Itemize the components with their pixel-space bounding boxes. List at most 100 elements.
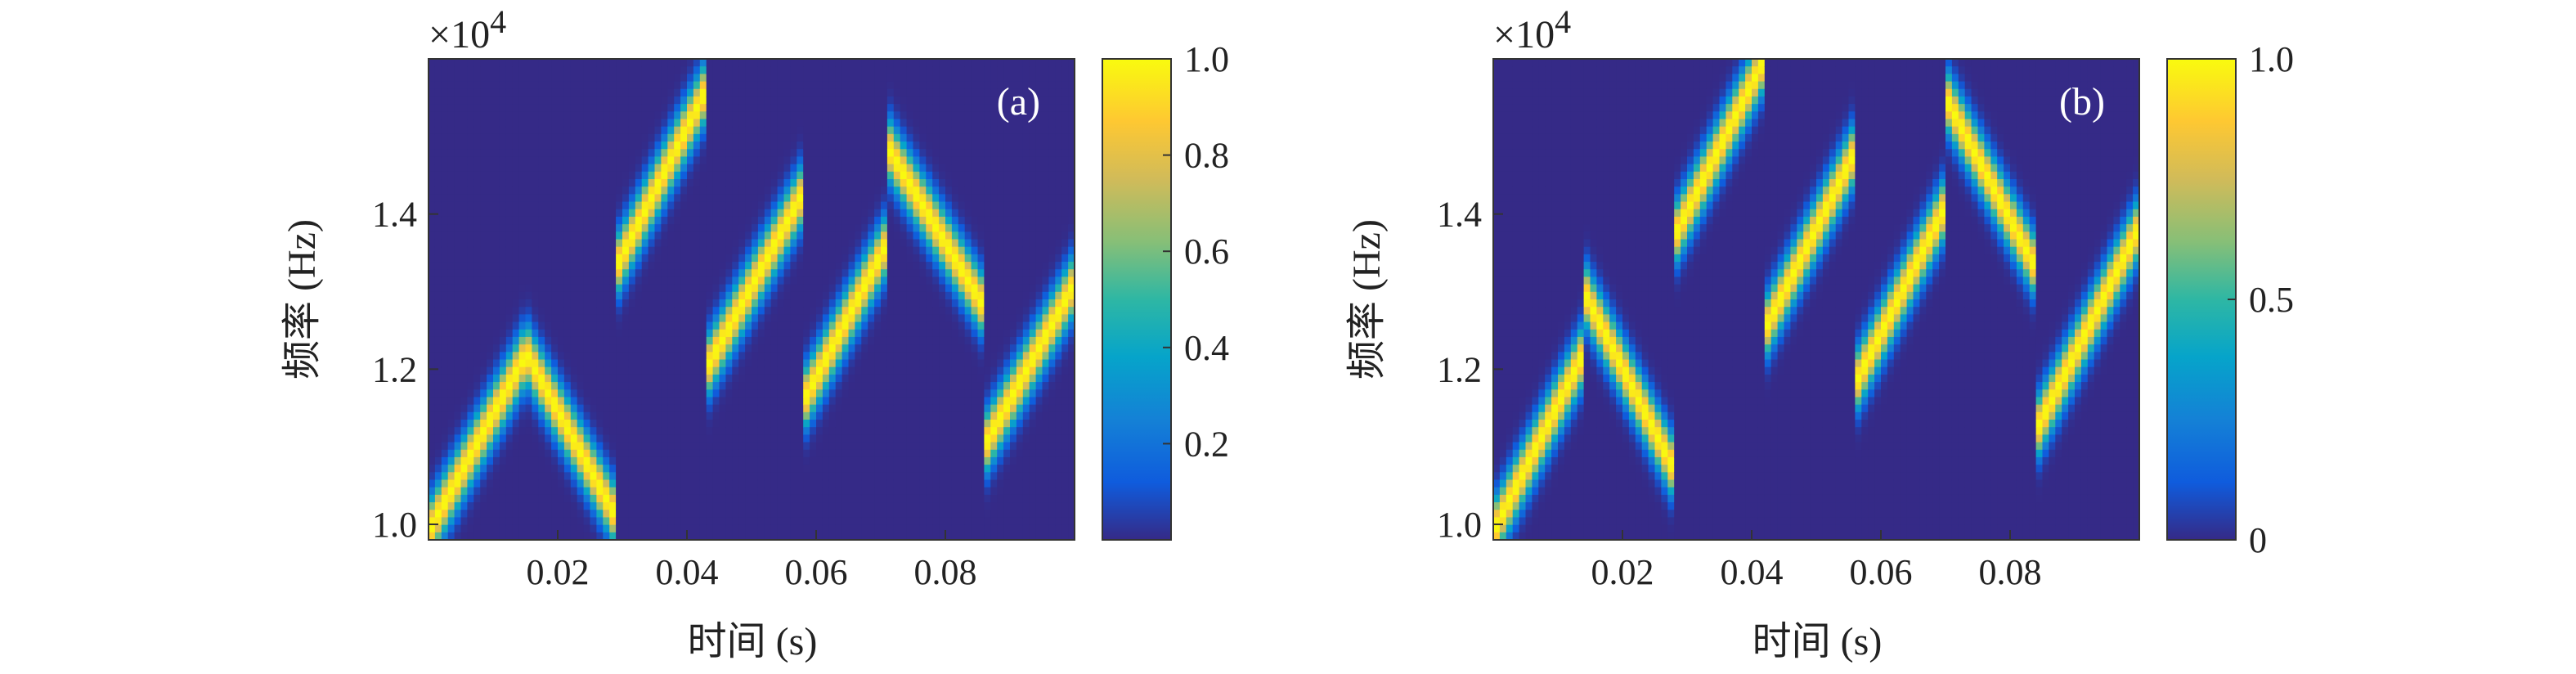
heatmap-cell xyxy=(712,510,720,519)
heatmap-cell xyxy=(480,382,487,390)
heatmap-cell xyxy=(596,96,604,105)
heatmap-cell xyxy=(790,517,797,526)
heatmap-cell xyxy=(861,126,868,135)
heatmap-cell xyxy=(429,194,436,203)
heatmap-cell xyxy=(603,88,610,97)
heatmap-cell xyxy=(752,397,759,406)
heatmap-cell xyxy=(532,449,539,458)
heatmap-cell xyxy=(881,427,888,435)
heatmap-cell xyxy=(828,389,837,398)
heatmap-cell xyxy=(583,449,591,458)
heatmap-cell xyxy=(777,532,785,541)
heatmap-cell xyxy=(460,81,468,90)
heatmap-cell xyxy=(732,164,739,173)
heatmap-cell xyxy=(609,209,617,218)
heatmap-cell xyxy=(725,201,733,210)
heatmap-cell xyxy=(674,382,681,390)
heatmap-cell xyxy=(480,126,487,135)
heatmap-cell xyxy=(770,59,779,67)
heatmap-cell xyxy=(674,336,681,345)
heatmap-cell xyxy=(835,479,843,488)
heatmap-cell xyxy=(790,456,797,465)
heatmap-cell xyxy=(835,449,843,458)
heatmap-cell xyxy=(835,291,843,300)
heatmap-cell xyxy=(848,442,855,451)
heatmap-cell xyxy=(745,126,752,135)
heatmap-cell xyxy=(783,382,791,390)
heatmap-cell xyxy=(886,359,895,368)
heatmap-cell xyxy=(429,321,436,330)
heatmap-cell xyxy=(777,359,785,368)
heatmap-cell xyxy=(628,517,636,526)
heatmap-cell xyxy=(493,246,500,255)
heatmap-cell xyxy=(693,442,701,451)
heatmap-cell xyxy=(881,382,888,390)
heatmap-cell xyxy=(473,269,481,278)
heatmap-cell xyxy=(687,59,694,67)
heatmap-cell xyxy=(680,231,688,240)
heatmap-cell xyxy=(732,201,739,210)
heatmap-cell xyxy=(487,246,494,255)
heatmap-cell xyxy=(603,307,610,315)
heatmap-cell xyxy=(841,149,850,158)
heatmap-cell xyxy=(816,269,824,278)
heatmap-cell xyxy=(583,231,591,240)
heatmap-cell xyxy=(434,111,442,120)
heatmap-cell xyxy=(797,111,804,120)
heatmap-cell xyxy=(680,321,688,330)
heatmap-cell xyxy=(480,404,487,413)
heatmap-cell xyxy=(783,479,791,488)
heatmap-cell xyxy=(628,179,636,187)
heatmap-cell xyxy=(609,427,617,435)
heatmap-cell xyxy=(893,494,901,503)
heatmap-cell xyxy=(648,321,656,330)
heatmap-cell xyxy=(693,291,701,300)
heatmap-cell xyxy=(874,111,882,120)
heatmap-cell xyxy=(803,456,810,465)
heatmap-cell xyxy=(810,96,817,105)
heatmap-cell xyxy=(828,246,837,255)
heatmap-cell xyxy=(803,291,810,300)
heatmap-cell xyxy=(563,442,572,451)
heatmap-cell xyxy=(628,389,636,398)
heatmap-cell xyxy=(926,194,933,203)
heatmap-cell xyxy=(441,88,449,97)
heatmap-cell xyxy=(596,74,604,83)
heatmap-cell xyxy=(499,104,507,112)
heatmap-cell xyxy=(434,352,442,361)
heatmap-cell xyxy=(532,194,539,203)
heatmap-cell xyxy=(563,352,572,361)
heatmap-cell xyxy=(641,171,649,180)
heatmap-cell xyxy=(861,427,868,435)
heatmap-cell xyxy=(635,314,643,323)
heatmap-cell xyxy=(434,374,442,383)
heatmap-cell xyxy=(719,352,726,361)
heatmap-cell xyxy=(454,479,462,488)
heatmap-cell xyxy=(499,352,507,361)
heatmap-cell xyxy=(667,119,675,128)
heatmap-cell xyxy=(545,434,552,443)
heatmap-cell xyxy=(641,239,649,248)
heatmap-cell xyxy=(454,104,462,112)
heatmap-cell xyxy=(667,66,675,74)
heatmap-cell xyxy=(603,96,610,105)
heatmap-cell xyxy=(693,382,701,390)
heatmap-cell xyxy=(893,104,901,112)
heatmap-cell xyxy=(661,404,668,413)
heatmap-cell xyxy=(868,389,875,398)
heatmap-cell xyxy=(874,329,882,338)
heatmap-cell xyxy=(622,524,630,533)
heatmap-cell xyxy=(712,344,720,353)
heatmap-cell xyxy=(622,201,630,210)
heatmap-cell xyxy=(790,126,797,135)
heatmap-cell xyxy=(732,404,739,413)
heatmap-cell xyxy=(563,404,572,413)
heatmap-cell xyxy=(480,442,487,451)
heatmap-cell xyxy=(810,382,817,390)
heatmap-cell xyxy=(764,532,772,541)
heatmap-cell xyxy=(596,59,604,67)
heatmap-cell xyxy=(816,74,824,83)
heatmap-cell xyxy=(687,374,694,383)
heatmap-cell xyxy=(622,149,630,158)
heatmap-cell xyxy=(803,239,810,248)
